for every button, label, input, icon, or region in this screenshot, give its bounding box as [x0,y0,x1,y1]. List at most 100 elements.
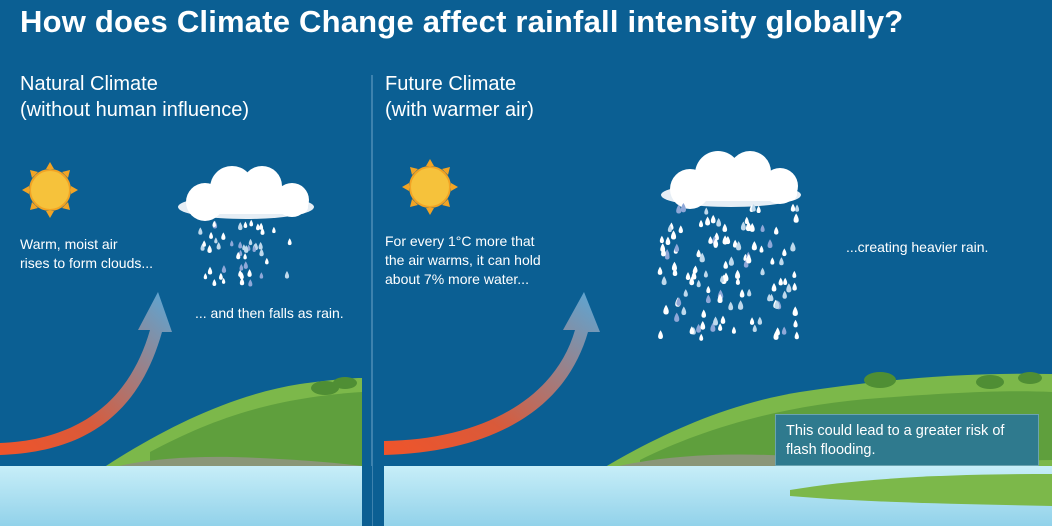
raindrop [272,226,276,234]
raindrop [706,285,711,294]
raindrop [661,247,666,257]
raindrop [678,225,683,234]
raindrop [212,279,217,287]
raindrop [221,277,226,284]
raindrop [757,316,763,325]
raindrop [792,270,797,278]
panel-heading-line: Future Climate [385,73,517,95]
raindrop [775,327,780,336]
raindrop [759,245,764,253]
raindrop [676,297,682,306]
raindrop [770,257,775,265]
raindrop [683,289,688,297]
raindrop [692,266,697,274]
sun-icon [402,159,458,215]
raindrop [663,304,669,315]
raindrop [705,294,711,304]
raindrop [756,205,761,214]
raindrop [774,226,779,235]
raindrop [751,241,757,251]
raindrop [701,309,707,318]
raindrop [720,315,726,324]
raindrop [749,317,755,325]
page-title: How does Climate Change affect rainfall … [20,4,904,39]
raindrop [243,253,247,260]
raindrop [674,312,680,322]
raindrop [258,241,263,250]
raindrop [670,230,677,240]
raindrop [665,236,671,245]
raindrop [259,248,264,257]
raindrop [287,238,292,246]
raindrops-icon [657,203,800,341]
raindrop [216,242,221,250]
raindrop [284,271,290,279]
raindrop [783,277,788,285]
raindrop [699,252,705,263]
raindrop [703,270,708,278]
raindrop [259,272,264,279]
panel-heading-natural: Natural Climate (without human influence… [20,71,249,123]
raindrop [767,239,773,249]
raindrop [221,232,226,240]
raindrop [722,223,728,232]
raindrop [212,220,216,227]
raindrop [747,288,752,297]
raindrop [659,235,664,244]
raindrop [230,240,234,247]
raindrop [731,326,736,334]
raindrop [744,216,749,225]
raindrop [674,243,680,252]
raindrop [774,300,780,309]
raindrop [795,204,800,212]
raindrop [664,249,670,258]
raindrop [698,219,704,228]
raindrop [716,218,722,227]
raindrop [689,276,695,286]
raindrop [209,231,213,239]
raindrop [782,248,787,257]
raindrop [239,264,244,271]
raindrop [661,276,667,286]
raindrop [244,245,249,253]
raindrop [214,237,218,244]
raindrop [243,261,248,269]
raindrop [676,204,682,214]
raindrop [735,269,741,279]
raindrop [249,219,254,227]
panel-heading-line: (without human influence) [20,99,250,121]
raindrop [704,207,709,215]
raindrop [735,277,740,285]
raindrop [696,249,701,258]
cloud-icon [178,166,314,221]
raindrop [238,249,243,257]
raindrop [260,227,265,235]
caption-future-rise: For every 1°C more that the air warms, i… [385,233,541,287]
raindrop [781,326,787,335]
raindrop [700,321,706,330]
raindrop [247,269,252,277]
raindrop [671,261,677,271]
panel-heading-line: (with warmer air) [385,99,534,121]
raindrop [771,282,777,292]
raindrop [248,279,253,287]
raindrop [248,238,253,246]
raindrop [740,221,746,231]
raindrop [207,244,212,253]
caption-natural-rain: ... and then falls as rain. [195,305,344,321]
raindrop [794,331,799,340]
raindrop [786,283,792,293]
raindrop [793,319,798,328]
warm-air-arrow-icon [384,292,600,455]
raindrop [722,235,728,245]
raindrop [720,275,724,283]
raindrop [723,272,729,282]
raindrop [790,203,796,212]
raindrop [737,300,744,310]
raindrop [243,221,248,229]
raindrop [238,222,243,231]
raindrop [736,241,742,251]
raindrop [779,257,784,266]
raindrop [745,221,752,232]
raindrop [681,306,687,316]
